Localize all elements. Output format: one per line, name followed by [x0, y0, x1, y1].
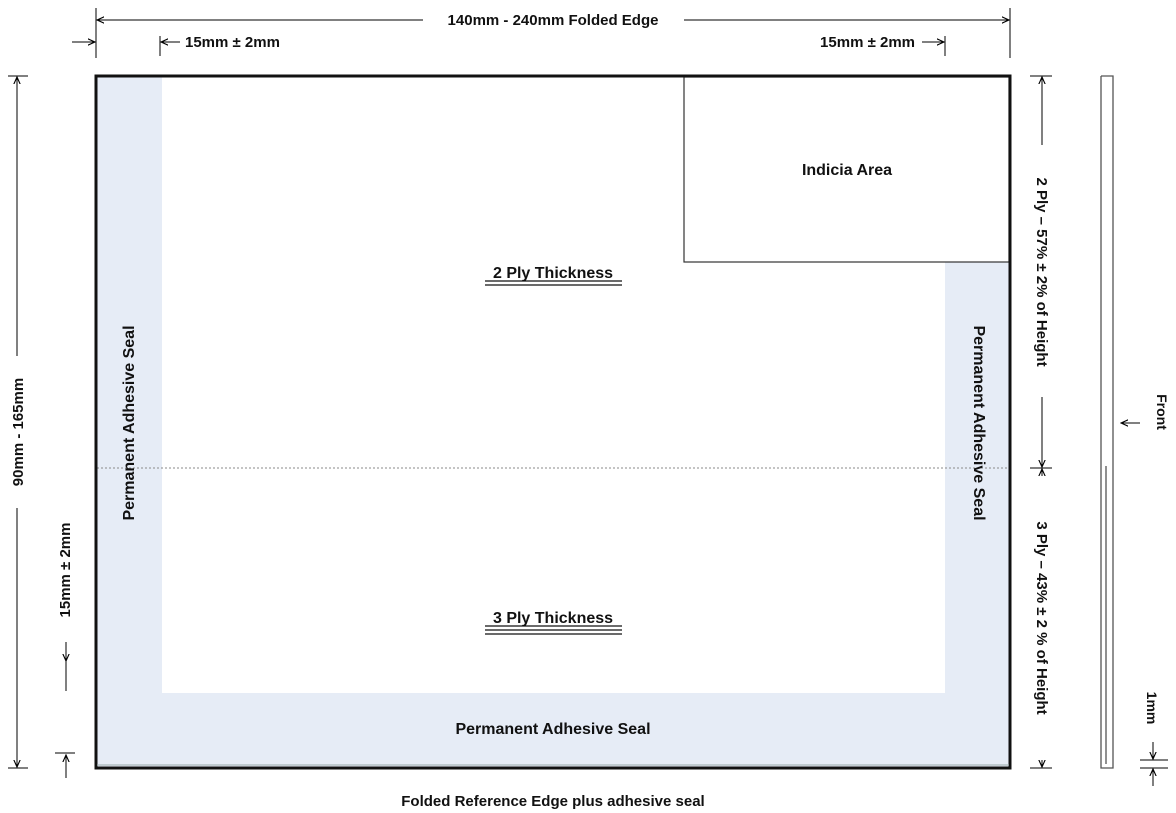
bottom-seal-height-label: 15mm ± 2mm: [57, 523, 74, 618]
left-seal-width-label: 15mm ± 2mm: [185, 34, 280, 51]
left-seal-label: Permanent Adhesive Seal: [121, 325, 138, 520]
indicia-area-box: [683, 76, 1010, 263]
folded-reference-edge-caption: Folded Reference Edge plus adhesive seal: [401, 793, 704, 810]
left-dimension: 90mm - 165mm 15mm ± 2mm: [8, 75, 75, 778]
side-profile-outline: [1100, 75, 1114, 769]
overall-height-label: 90mm - 165mm: [10, 378, 27, 486]
right-seal-label: Permanent Adhesive Seal: [970, 325, 987, 520]
two-ply-height-label: 2 Ply – 57% ± 2% of Height: [1033, 177, 1050, 366]
indicia-area-label: Indicia Area: [802, 162, 892, 179]
panel-border: [94, 74, 1012, 770]
mailpiece-panel: Indicia Area 2 Ply Thickness 3 Ply Thick…: [94, 74, 1012, 770]
top-dimension: 140mm - 240mm Folded Edge 15mm ± 2mm 15m…: [72, 8, 1011, 58]
bottom-seal-label: Permanent Adhesive Seal: [455, 721, 650, 738]
thickness-label: 1mm: [1144, 692, 1160, 725]
overall-width-label: 140mm - 240mm Folded Edge: [448, 12, 659, 29]
three-ply-thickness-label: 3 Ply Thickness: [493, 610, 613, 627]
side-profile-view: Front 1mm: [1100, 75, 1170, 786]
front-label: Front: [1154, 394, 1170, 430]
two-ply-thickness-label: 2 Ply Thickness: [493, 265, 613, 282]
three-ply-height-label: 3 Ply – 43% ± 2 % of Height: [1033, 521, 1050, 714]
right-dimension: 2 Ply – 57% ± 2% of Height 3 Ply – 43% ±…: [1030, 75, 1052, 769]
right-seal-width-label: 15mm ± 2mm: [820, 34, 915, 51]
